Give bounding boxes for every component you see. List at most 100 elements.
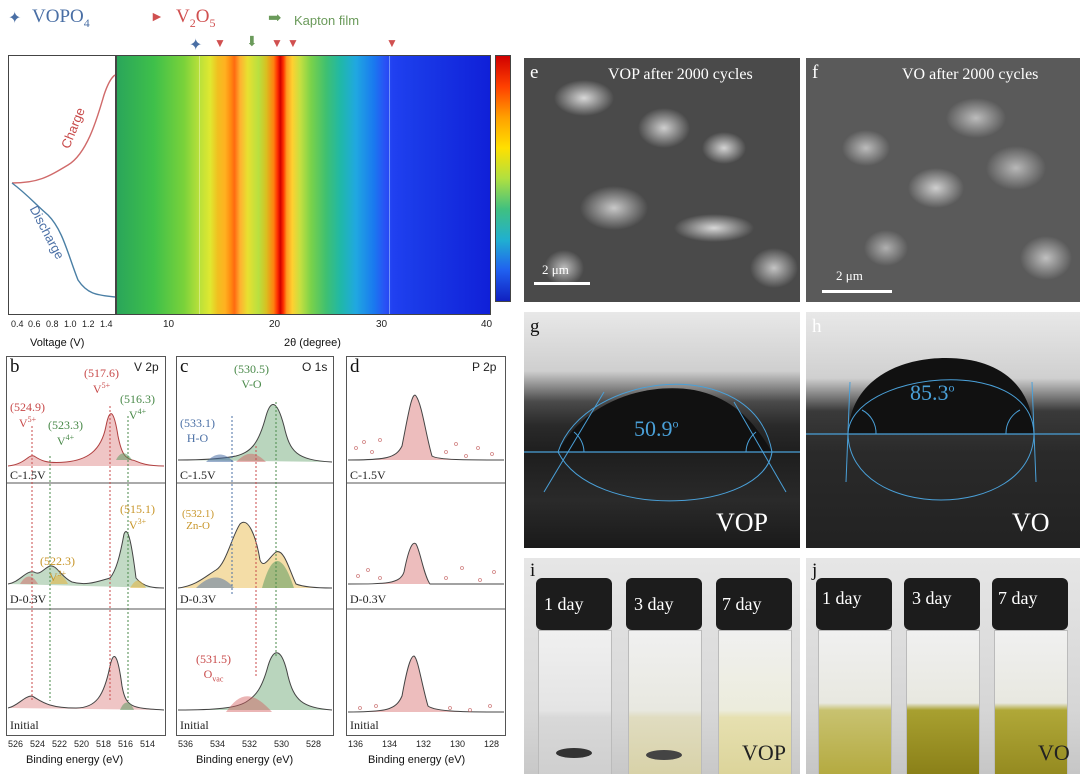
tick: 0.6 xyxy=(28,319,41,329)
tick: 532 xyxy=(242,739,258,749)
state-label: Initial xyxy=(350,718,379,732)
axis-label: Binding energy (eV) xyxy=(196,754,294,766)
vial xyxy=(716,578,792,774)
v2o5-peak-icon: ▼ xyxy=(386,36,398,50)
peak-label: (515.1) V3+ xyxy=(120,502,155,532)
panel-i-vials-image: i 1 day 3 day 7 day VOP xyxy=(524,558,800,774)
tick: 0.8 xyxy=(46,319,59,329)
state-label: C-1.5V xyxy=(10,468,46,482)
v2o5-peak-icon: ▼ xyxy=(271,36,283,50)
panel-g-contact-angle-image: g 50.9o VOP xyxy=(524,312,800,548)
panel-title: P 2p xyxy=(472,360,497,374)
xps-p2p-plot xyxy=(346,356,506,736)
legend-vopo4: VOPO4 xyxy=(32,6,90,30)
contact-angle-value: 85.3o xyxy=(910,380,955,405)
v2o5-peak-icon: ▼ xyxy=(214,36,226,50)
tick: 526 xyxy=(8,739,24,749)
vial-label: 7 day xyxy=(998,588,1038,608)
peak-label: (531.5) Ovac xyxy=(196,652,231,684)
tick: 516 xyxy=(118,739,134,749)
tick: 0.4 xyxy=(11,319,24,329)
sample-name: VO xyxy=(1038,740,1070,765)
v2o5-marker-icon: ► xyxy=(150,10,164,25)
state-label: C-1.5V xyxy=(350,468,386,482)
peak-label: (522.3) V3+ xyxy=(40,554,75,584)
state-label: Initial xyxy=(180,718,209,732)
tick: 30 xyxy=(376,319,388,330)
panel-label: h xyxy=(812,316,822,337)
panel-j-vials-image: j 1 day 3 day 7 day VO xyxy=(806,558,1080,774)
tick: 136 xyxy=(348,739,364,749)
tick: 520 xyxy=(74,739,90,749)
peak-label: (523.3) V4+ xyxy=(48,418,83,448)
tick: 536 xyxy=(178,739,194,749)
state-label: D-0.3V xyxy=(180,592,217,606)
state-label: C-1.5V xyxy=(180,468,216,482)
legend-kapton: Kapton film xyxy=(294,13,360,28)
droplet-overlay xyxy=(524,383,800,502)
panel-label: e xyxy=(530,62,539,83)
panel-title: V 2p xyxy=(134,360,159,374)
tick: 522 xyxy=(52,739,68,749)
panel-label: d xyxy=(350,356,360,377)
tick: 530 xyxy=(274,739,290,749)
vial-label: 3 day xyxy=(634,594,674,614)
vial xyxy=(536,578,612,774)
peak-label: (532.1) Zn-O xyxy=(182,508,215,532)
vopo4-marker-icon: ✦ xyxy=(8,10,22,27)
panel-h-contact-angle-image: h 85.3o VO xyxy=(806,312,1080,548)
sample-name: VO xyxy=(1012,508,1050,537)
tick: 528 xyxy=(306,739,322,749)
vial xyxy=(992,578,1068,774)
vial xyxy=(816,578,892,774)
legend-v2o5: V2O5 xyxy=(176,6,216,30)
panel-b: b V 2p (524.9) V5+ (523.3) V4+ (517.6) V5+ … xyxy=(6,356,166,774)
state-label: D-0.3V xyxy=(10,592,47,606)
tick: 1.2 xyxy=(82,319,95,329)
tick: 518 xyxy=(96,739,112,749)
vopo4-peak-icon: ✦ xyxy=(189,37,203,54)
tick: 130 xyxy=(450,739,466,749)
tick: 1.0 xyxy=(64,319,77,329)
axis-label: 2θ (degree) xyxy=(284,337,341,349)
peak-label: (524.9) V5+ xyxy=(10,400,45,430)
panel-a: a Charge Discharge 0.4 0.6 0.8 1.0 1.2 1… xyxy=(8,55,518,355)
state-label: D-0.3V xyxy=(350,592,387,606)
tick: 524 xyxy=(30,739,46,749)
sample-name: VOP xyxy=(716,508,769,537)
peak-markers: ✦ ▼ ⬇ ▼ ▼ ▼ xyxy=(0,35,520,56)
panel-label: i xyxy=(530,560,536,581)
vial-label: 1 day xyxy=(544,594,584,614)
sample-name: VOP xyxy=(742,740,787,765)
xps-v2p-plot xyxy=(6,356,166,736)
kapton-peak-icon: ⬇ xyxy=(246,35,258,50)
scale-bar-label: 2 μm xyxy=(542,262,569,277)
voltage-profile xyxy=(8,55,116,315)
panel-label: j xyxy=(812,560,818,581)
legend: ✦ VOPO4 ► V2O5 ➡ Kapton film xyxy=(0,0,520,40)
tick: 10 xyxy=(163,319,175,330)
xps-o1s-plot xyxy=(176,356,334,736)
panel-d: d P 2p C-1.5V D-0.3V Initial 136 134 132… xyxy=(346,356,506,774)
scale-bar xyxy=(534,282,590,285)
peak-label: (530.5) V-O xyxy=(234,362,269,391)
peak-label: (516.3) V4+ xyxy=(120,392,155,422)
panel-label: f xyxy=(812,62,819,83)
tick: 40 xyxy=(481,319,493,330)
panel-c: c O 1s (530.5) V-O (533.1) H-O (532.1) Zn-O… xyxy=(176,356,334,774)
axis-label: Binding energy (eV) xyxy=(26,754,124,766)
scale-bar xyxy=(822,290,892,293)
panel-label: b xyxy=(10,356,20,377)
state-label: Initial xyxy=(10,718,39,732)
image-caption: VOP after 2000 cycles xyxy=(608,66,753,83)
panel-title: O 1s xyxy=(302,360,328,374)
panel-e-sem-image: e VOP after 2000 cycles 2 μm xyxy=(524,58,800,302)
tick: 128 xyxy=(484,739,500,749)
scale-bar-label: 2 μm xyxy=(836,268,863,283)
peak-label: (533.1) H-O xyxy=(180,416,215,445)
xrd-heatmap xyxy=(116,55,491,315)
vial-label: 7 day xyxy=(722,594,762,614)
panel-label: c xyxy=(180,356,189,377)
tick: 534 xyxy=(210,739,226,749)
image-caption: VO after 2000 cycles xyxy=(902,66,1039,83)
